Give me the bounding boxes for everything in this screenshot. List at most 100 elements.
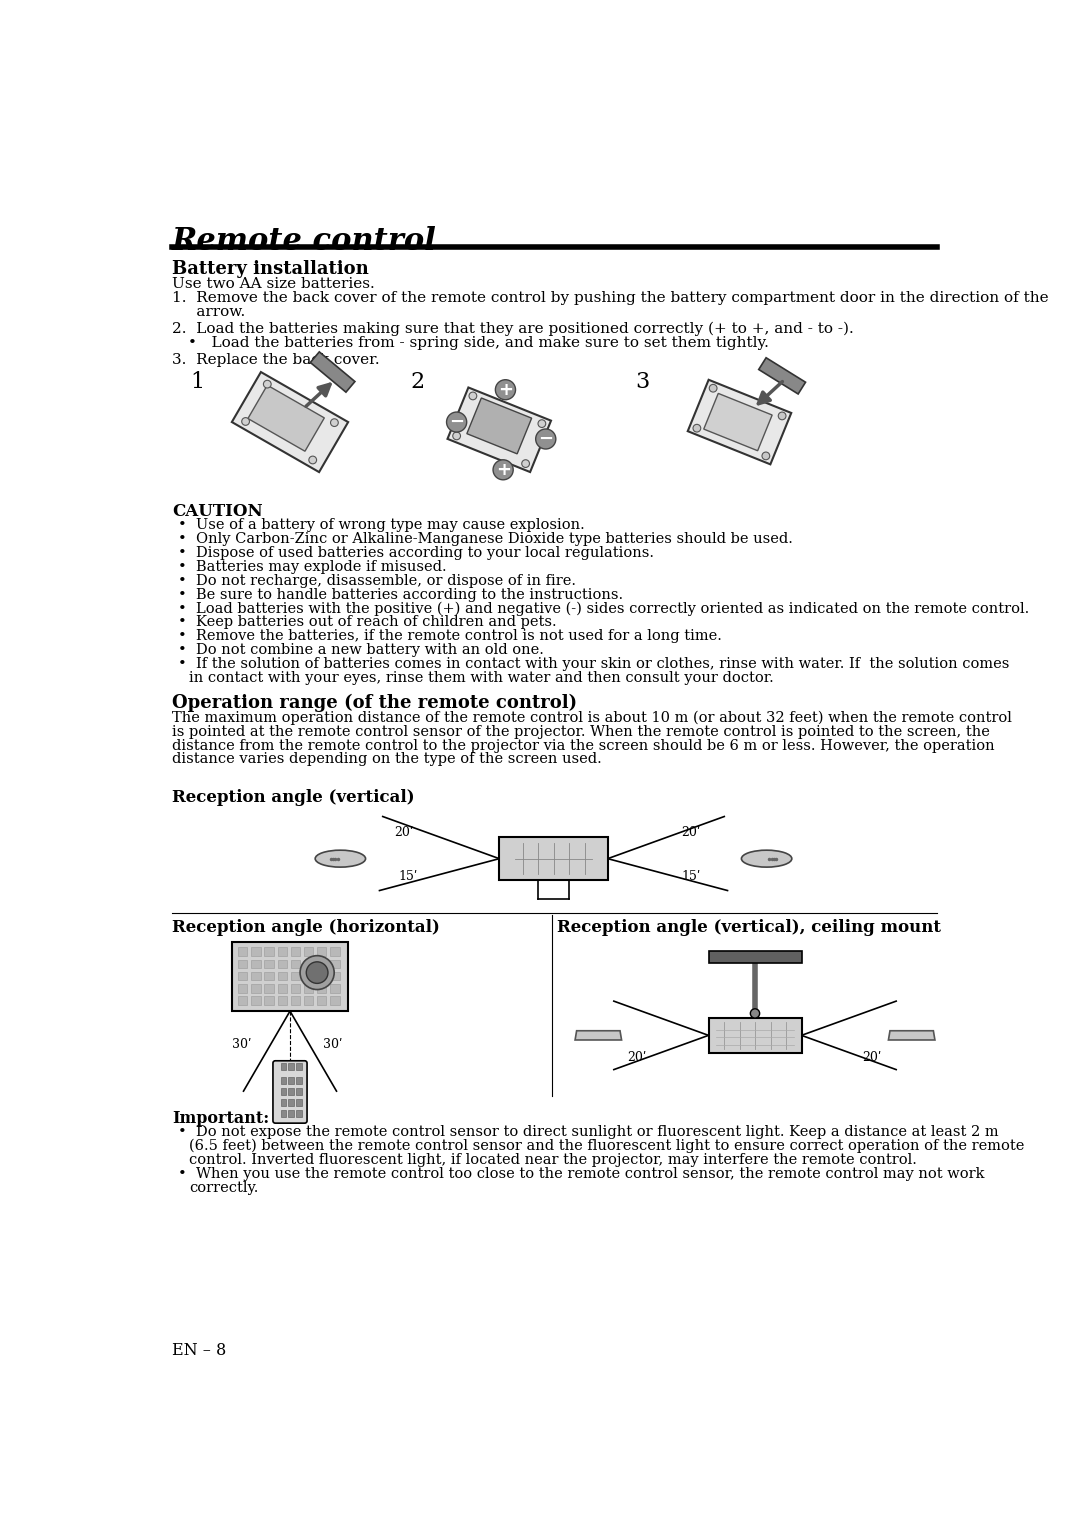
Circle shape	[330, 419, 338, 426]
Text: −: −	[449, 413, 464, 431]
Circle shape	[536, 429, 556, 449]
Bar	[296, 1099, 301, 1106]
Polygon shape	[688, 380, 792, 465]
Bar	[252, 996, 260, 1005]
Text: Battery installation: Battery installation	[172, 260, 369, 278]
Text: 3.  Replace the back cover.: 3. Replace the back cover.	[172, 353, 380, 367]
Text: 30ʹ: 30ʹ	[232, 1038, 252, 1051]
Text: Reception angle (horizontal): Reception angle (horizontal)	[172, 918, 440, 935]
Text: •  Remove the batteries, if the remote control is not used for a long time.: • Remove the batteries, if the remote co…	[178, 630, 723, 643]
Text: 2: 2	[410, 371, 424, 393]
Text: 20ʹ: 20ʹ	[862, 1051, 881, 1063]
Text: The maximum operation distance of the remote control is about 10 m (or about 32 : The maximum operation distance of the re…	[172, 711, 1012, 726]
Bar	[281, 1077, 286, 1085]
Circle shape	[779, 413, 786, 420]
Text: 20ʹ: 20ʹ	[394, 827, 414, 839]
Bar	[330, 972, 339, 981]
Text: 2.  Load the batteries making sure that they are positioned correctly (+ to +, a: 2. Load the batteries making sure that t…	[172, 322, 854, 336]
Bar	[288, 1109, 294, 1117]
Bar	[281, 1109, 286, 1117]
Text: Use two AA size batteries.: Use two AA size batteries.	[172, 277, 375, 292]
Text: −: −	[538, 429, 553, 448]
Circle shape	[446, 413, 467, 432]
Bar	[281, 1099, 286, 1106]
Text: •  Dispose of used batteries according to your local regulations.: • Dispose of used batteries according to…	[178, 545, 654, 561]
Text: CAUTION: CAUTION	[172, 503, 262, 520]
Bar	[296, 1077, 301, 1085]
Text: Reception angle (vertical): Reception angle (vertical)	[172, 790, 415, 807]
Bar	[296, 1063, 301, 1071]
Text: Remote control: Remote control	[172, 226, 437, 257]
Bar	[278, 972, 287, 981]
Circle shape	[309, 457, 316, 465]
Text: is pointed at the remote control sensor of the projector. When the remote contro: is pointed at the remote control sensor …	[172, 724, 990, 738]
Ellipse shape	[742, 850, 792, 866]
Bar	[318, 960, 326, 969]
Bar	[330, 984, 339, 993]
Text: distance from the remote control to the projector via the screen should be 6 m o: distance from the remote control to the …	[172, 738, 995, 752]
Text: •  Do not expose the remote control sensor to direct sunlight or fluorescent lig: • Do not expose the remote control senso…	[178, 1125, 999, 1138]
Text: •  Keep batteries out of reach of children and pets.: • Keep batteries out of reach of childre…	[178, 616, 557, 630]
Circle shape	[453, 432, 460, 440]
Bar	[318, 947, 326, 955]
Text: •  Use of a battery of wrong type may cause explosion.: • Use of a battery of wrong type may cau…	[178, 518, 585, 532]
Text: 20ʹ: 20ʹ	[627, 1051, 647, 1063]
Bar	[330, 947, 339, 955]
FancyBboxPatch shape	[708, 1018, 801, 1053]
Circle shape	[522, 460, 529, 468]
Text: •  Batteries may explode if misused.: • Batteries may explode if misused.	[178, 559, 447, 575]
Bar	[238, 996, 247, 1005]
Bar	[238, 960, 247, 969]
FancyBboxPatch shape	[708, 950, 801, 963]
Text: •  When you use the remote control too close to the remote control sensor, the r: • When you use the remote control too cl…	[178, 1167, 985, 1181]
FancyBboxPatch shape	[499, 837, 608, 880]
Bar	[318, 996, 326, 1005]
Text: 15ʹ: 15ʹ	[681, 871, 701, 883]
Polygon shape	[575, 1031, 622, 1041]
Bar	[303, 984, 313, 993]
Circle shape	[264, 380, 271, 388]
Polygon shape	[704, 393, 772, 451]
Bar	[278, 996, 287, 1005]
Bar	[303, 960, 313, 969]
Text: Operation range (of the remote control): Operation range (of the remote control)	[172, 694, 578, 712]
Polygon shape	[447, 388, 551, 472]
Polygon shape	[759, 358, 806, 394]
Circle shape	[494, 460, 513, 480]
Text: control. Inverted fluorescent light, if located near the projector, may interfer: control. Inverted fluorescent light, if …	[189, 1152, 917, 1167]
Bar	[291, 984, 300, 993]
Bar	[330, 996, 339, 1005]
Polygon shape	[310, 351, 355, 393]
Bar	[281, 1088, 286, 1096]
Text: +: +	[496, 461, 511, 478]
Bar	[278, 960, 287, 969]
Text: •  If the solution of batteries comes in contact with your skin or clothes, rins: • If the solution of batteries comes in …	[178, 657, 1010, 671]
Text: Reception angle (vertical), ceiling mount: Reception angle (vertical), ceiling moun…	[557, 918, 942, 935]
Bar	[238, 947, 247, 955]
Bar	[281, 1063, 286, 1071]
Circle shape	[469, 393, 476, 400]
Text: •   Load the batteries from - spring side, and make sure to set them tightly.: • Load the batteries from - spring side,…	[188, 336, 769, 350]
Bar	[288, 1077, 294, 1085]
Bar	[238, 984, 247, 993]
Bar	[318, 984, 326, 993]
Text: Important:: Important:	[172, 1109, 269, 1126]
Bar	[252, 947, 260, 955]
Polygon shape	[889, 1031, 935, 1041]
Text: 30ʹ: 30ʹ	[323, 1038, 342, 1051]
Bar	[278, 984, 287, 993]
Text: •  Do not recharge, disassemble, or dispose of in fire.: • Do not recharge, disassemble, or dispo…	[178, 573, 577, 588]
Text: 1: 1	[191, 371, 205, 393]
Polygon shape	[467, 397, 531, 454]
Bar	[238, 972, 247, 981]
Text: •  Do not combine a new battery with an old one.: • Do not combine a new battery with an o…	[178, 643, 544, 657]
Bar	[291, 960, 300, 969]
Polygon shape	[232, 371, 348, 472]
Bar	[330, 960, 339, 969]
Text: •  Only Carbon-Zinc or Alkaline-Manganese Dioxide type batteries should be used.: • Only Carbon-Zinc or Alkaline-Manganese…	[178, 532, 794, 545]
Text: 1.  Remove the back cover of the remote control by pushing the battery compartme: 1. Remove the back cover of the remote c…	[172, 292, 1049, 306]
Bar	[265, 960, 273, 969]
Bar	[291, 996, 300, 1005]
Circle shape	[307, 961, 328, 984]
Text: 15ʹ: 15ʹ	[399, 871, 418, 883]
